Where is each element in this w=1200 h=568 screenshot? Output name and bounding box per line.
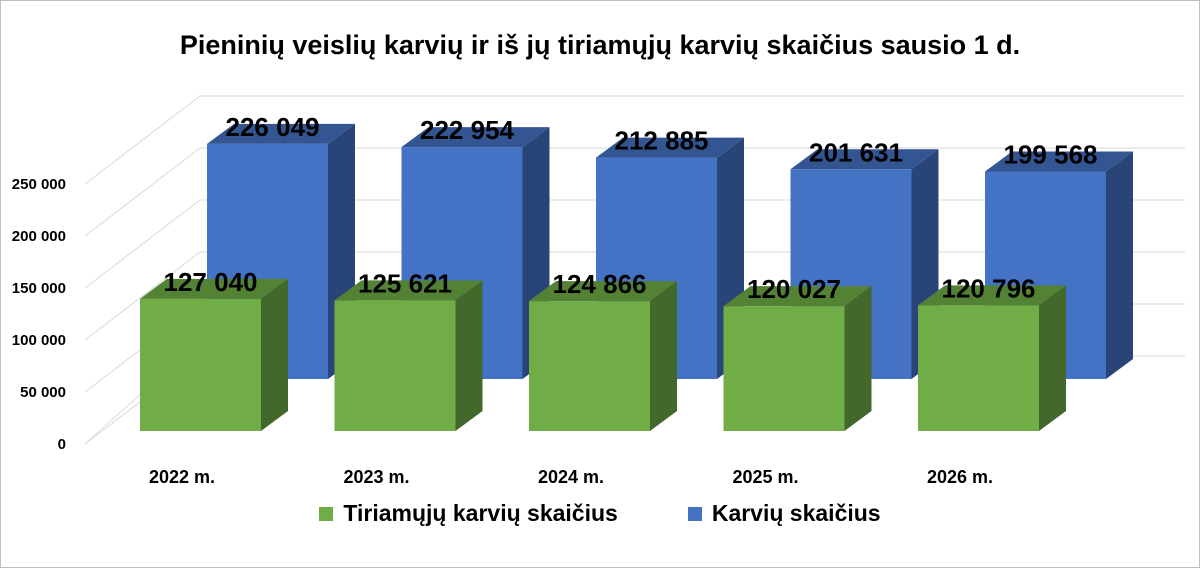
x-category-label: 2023 m. (343, 467, 409, 487)
bar-tested-cows-1-side (455, 280, 483, 431)
y-tick-label: 0 (58, 436, 66, 453)
bar-tested-cows-2-front (529, 301, 650, 431)
bar-cows-2-top (596, 137, 744, 158)
gridline (84, 95, 1185, 185)
legend-swatch-green (319, 506, 334, 521)
y-tick-label: 50 000 (20, 384, 66, 401)
bar-tested-cows-0 (140, 278, 288, 431)
bar-tested-cows-0-front (140, 298, 261, 431)
legend-label-cows: Karvių skaičius (711, 500, 881, 526)
y-tick-label: 250 000 (12, 176, 66, 193)
gridline (84, 147, 1185, 237)
y-tick-label: 100 000 (12, 332, 66, 349)
data-label-tested-cows: 120 796 (942, 273, 1036, 303)
bar-tested-cows-3-top (723, 286, 872, 307)
bar-tested-cows-4-side (1039, 285, 1066, 431)
legend-label-tested-cows: Tiriamųjų karvių skaičius (343, 500, 618, 526)
x-category-label: 2026 m. (927, 467, 993, 487)
bar-cows-1-top (401, 127, 550, 148)
data-label-cows: 212 885 (615, 126, 709, 156)
bar-cows-4 (985, 151, 1133, 379)
bar-cows-0-top (207, 123, 355, 144)
y-tick-label: 200 000 (12, 228, 66, 245)
bar-tested-cows-0-top (140, 278, 288, 299)
legend: Tiriamųjų karvių skaičius Karvių skaičiu… (0, 500, 1200, 527)
bar-tested-cows-4 (918, 285, 1066, 431)
data-label-tested-cows: 120 027 (747, 274, 841, 304)
bar-tested-cows-1 (334, 280, 483, 431)
bar-tested-cows-1-top (334, 280, 483, 301)
data-label-cows: 222 954 (420, 115, 515, 145)
legend-item-tested-cows: Tiriamųjų karvių skaičius (319, 500, 618, 527)
bar-cows-4-side (1106, 151, 1133, 379)
bar-tested-cows-3-front (723, 306, 845, 431)
bar-tested-cows-4-top (918, 285, 1066, 306)
data-label-tested-cows: 127 040 (164, 267, 258, 297)
bar-tested-cows-2 (529, 281, 677, 431)
y-tick-label: 150 000 (12, 280, 66, 297)
bar-tested-cows-0-side (261, 278, 288, 431)
data-label-tested-cows: 125 621 (358, 268, 452, 298)
bar-tested-cows-2-side (650, 281, 677, 431)
data-label-tested-cows: 124 866 (553, 269, 647, 299)
bar-tested-cows-3 (723, 286, 872, 431)
data-label-cows: 226 049 (226, 112, 320, 142)
x-category-label: 2022 m. (149, 467, 215, 487)
bar-cows-4-top (985, 151, 1133, 172)
bar-tested-cows-1-front (334, 300, 456, 431)
x-category-label: 2024 m. (538, 467, 604, 487)
legend-swatch-blue (687, 506, 702, 521)
x-category-label: 2025 m. (732, 467, 798, 487)
bar-tested-cows-4-front (918, 305, 1039, 431)
data-label-cows: 199 568 (1004, 139, 1098, 169)
chart-title: Pieninių veislių karvių ir iš jų tiriamų… (179, 30, 1021, 60)
bar-tested-cows-2-top (529, 281, 677, 302)
data-label-cows: 201 631 (809, 137, 903, 167)
legend-item-cows: Karvių skaičius (687, 500, 881, 527)
bar-cows-3-top (790, 149, 939, 170)
bar-tested-cows-3-side (844, 286, 872, 431)
